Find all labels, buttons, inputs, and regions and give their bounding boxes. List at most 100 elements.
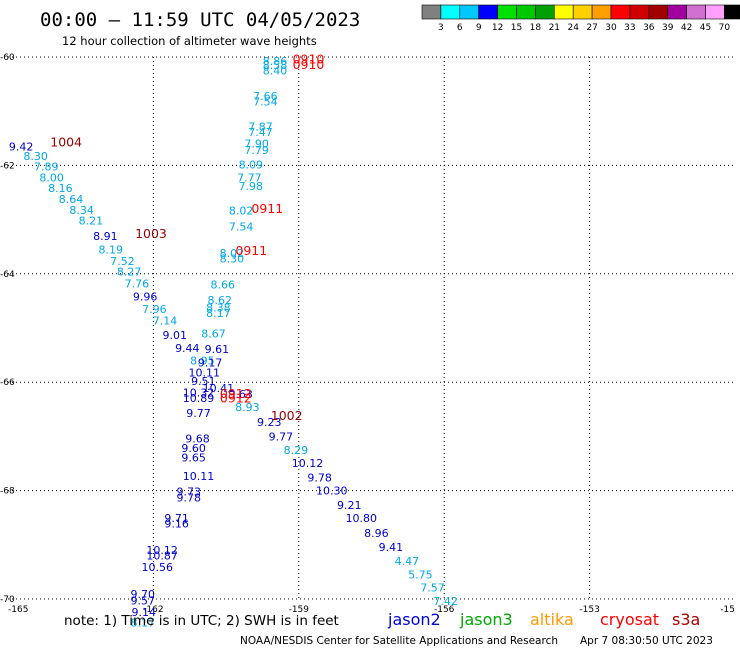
legend-tick-label: 70 <box>719 23 731 33</box>
swh-value-label: 8.00 <box>39 171 64 184</box>
swh-value-label: 8.66 <box>210 279 235 292</box>
swh-value-label: 9.60 <box>181 442 206 455</box>
swh-value-label: 8.67 <box>201 327 226 340</box>
credit-line: NOAA/NESDIS Center for Satellite Applica… <box>240 635 558 647</box>
legend-tick-label: 15 <box>511 23 522 33</box>
x-tick-label: -159 <box>289 605 310 615</box>
swh-value-label: 9.01 <box>162 329 187 342</box>
swh-value-label: 9.78 <box>177 492 202 505</box>
legend-tick-label: 12 <box>492 23 503 33</box>
swh-value-label: 9.77 <box>186 407 211 420</box>
swh-value-label: 8.86 <box>263 55 288 68</box>
y-tick-label: -70 <box>0 595 15 605</box>
swh-value-label: 9.16 <box>164 518 189 531</box>
x-tick-label: -162 <box>143 605 163 615</box>
legend-swatch <box>610 4 631 20</box>
swh-value-label: 10.32 <box>183 386 215 399</box>
swh-value-label: 9.68 <box>185 433 210 446</box>
swh-value-label: 7.47 <box>248 126 273 139</box>
swh-value-label: 8.29 <box>284 444 309 457</box>
y-tick-label: -64 <box>0 270 15 280</box>
satellite-label: altika <box>530 610 574 629</box>
swh-value-label: 9.57 <box>130 595 155 608</box>
swh-value-label: 9.77 <box>269 430 294 443</box>
swh-value-label: 8.38 <box>206 301 231 314</box>
swh-value-label: 10.30 <box>316 485 348 498</box>
swh-value-label: 8.95 <box>190 355 215 368</box>
swh-value-label: 10.11 <box>189 366 221 379</box>
swh-value-label: 10.80 <box>346 512 378 525</box>
legend-swatch <box>572 4 593 20</box>
swh-value-label: 10.11 <box>183 470 215 483</box>
pass-time-label: 1002 <box>271 408 303 423</box>
pass-time-label: 0911 <box>235 243 267 258</box>
swh-value-label: 7.76 <box>125 278 150 291</box>
swh-value-label: 9.70 <box>130 588 155 601</box>
legend-swatch <box>516 4 536 20</box>
generated-timestamp: Apr 7 08:30:50 UTC 2023 <box>580 635 713 647</box>
swh-value-label: 7.87 <box>248 120 273 133</box>
pass-time-label: 1004 <box>50 135 82 150</box>
pass-time-label: 0910 <box>293 57 325 72</box>
swh-value-label: 9.14 <box>131 606 156 619</box>
swh-value-label: 9.61 <box>205 343 230 356</box>
swh-value-label: 9.63 <box>228 388 253 401</box>
swh-value-label: 9.65 <box>181 452 206 465</box>
pass-time-label: 0912 <box>220 390 252 405</box>
swh-value-label: 7.54 <box>229 221 254 234</box>
swh-value-label: 9.71 <box>164 512 189 525</box>
swh-value-label: 8.93 <box>235 401 260 414</box>
legend-tick-label: 6 <box>457 23 463 33</box>
legend-swatch <box>535 4 555 20</box>
swh-value-label: 7.52 <box>110 255 135 268</box>
legend-tick-label: 21 <box>549 23 560 33</box>
swh-value-label: 10.12 <box>146 544 178 557</box>
chart-title: 00:00 — 11:59 UTC 04/05/2023 <box>40 9 360 31</box>
swh-value-label: 7.79 <box>244 144 269 157</box>
y-tick-label: -62 <box>0 161 15 171</box>
swh-value-label: 7.90 <box>244 138 269 151</box>
swh-value-label: 8.17 <box>130 616 155 629</box>
swh-value-label: 7.66 <box>253 90 278 103</box>
swh-value-label: 8.27 <box>117 266 142 279</box>
swh-value-label: 8.30 <box>220 253 245 266</box>
satellite-label: jason3 <box>459 610 513 629</box>
swh-value-label: 7.98 <box>239 180 264 193</box>
legend-swatch <box>629 4 650 20</box>
swh-value-label: 4.47 <box>395 555 420 568</box>
chart-subtitle: 12 hour collection of altimeter wave hei… <box>62 34 317 48</box>
swh-value-label: 8.21 <box>79 215 104 228</box>
legend-tick-label: 9 <box>476 23 482 33</box>
satellite-label: jason2 <box>387 610 441 629</box>
swh-value-label: 9.42 <box>9 140 34 153</box>
legend-swatch <box>459 4 479 20</box>
legend-swatch <box>724 4 740 20</box>
satellite-legend: jason2 jason3 altika cryosat s3a <box>387 610 700 629</box>
y-tick-labels: -60 -62 -64 -66 -68 -70 <box>0 53 15 605</box>
legend-swatch <box>440 4 461 20</box>
legend-swatch <box>553 4 574 20</box>
swh-value-label: 8.19 <box>98 243 123 256</box>
swh-value-label: 9.78 <box>307 472 332 485</box>
legend-swatch <box>478 4 498 20</box>
swh-value-label: 7.96 <box>142 303 167 316</box>
footnote: note: 1) Time is in UTC; 2) SWH is in fe… <box>64 613 339 629</box>
legend-swatch <box>591 4 612 20</box>
swh-value-label: 9.51 <box>191 375 216 388</box>
legend-swatch <box>686 4 706 20</box>
swh-value-label: 7.89 <box>34 160 59 173</box>
swh-value-label: 9.96 <box>133 291 158 304</box>
swh-value-label: 7.57 <box>420 582 445 595</box>
swh-value-label: 8.09 <box>239 158 264 171</box>
legend-tick-label: 24 <box>567 23 579 33</box>
swh-value-label: 8.64 <box>59 193 84 206</box>
swh-value-label: 9.21 <box>337 499 362 512</box>
swh-value-label: 8.96 <box>364 527 389 540</box>
swh-value-label: 8.02 <box>220 247 245 260</box>
swh-value-label: 7.14 <box>153 314 178 327</box>
legend-swatch <box>667 4 687 20</box>
swh-value-label: 10.89 <box>183 392 215 405</box>
legend-tick-label: 18 <box>530 23 542 33</box>
